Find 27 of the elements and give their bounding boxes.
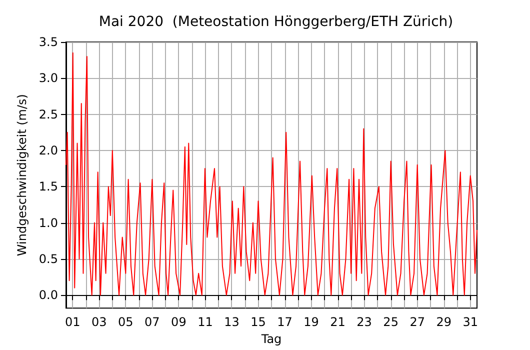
- x-tick-label: 19: [304, 315, 319, 330]
- y-axis-title: Windgeschwindigkeit (m/s): [15, 94, 29, 256]
- x-tick-label: 03: [92, 315, 107, 330]
- x-tick-label: 23: [356, 315, 372, 330]
- x-tick-label: 29: [436, 315, 452, 330]
- x-tick-label: 01: [64, 315, 80, 330]
- x-tick-label: 11: [198, 315, 213, 330]
- x-tick-label: 13: [224, 315, 240, 330]
- x-tick-label: 09: [171, 315, 186, 330]
- x-tick-label: 15: [250, 315, 266, 330]
- x-tick-label: 07: [144, 315, 160, 330]
- y-tick-label: 2.0: [38, 143, 58, 158]
- y-tick-label: 1.0: [38, 216, 58, 230]
- x-tick-label: 17: [277, 315, 292, 330]
- y-tick-label: 3.5: [38, 35, 58, 49]
- x-axis-title: Tag: [260, 332, 282, 346]
- x-tick-label: 25: [383, 315, 398, 330]
- x-tick-label: 21: [330, 315, 346, 330]
- y-tick-label: 3.0: [38, 71, 58, 86]
- x-tick-label: 27: [410, 315, 425, 330]
- x-tick-label: 31: [462, 315, 478, 330]
- y-tick-label: 1.5: [38, 180, 58, 194]
- x-tick-label: 05: [118, 315, 134, 330]
- y-tick-label: 0.5: [38, 252, 58, 266]
- y-tick-label: 0.0: [38, 288, 58, 302]
- y-tick-label: 2.5: [38, 107, 58, 122]
- chart-title: Mai 2020 (Meteostation Hönggerberg/ETH Zürich): [98, 14, 454, 30]
